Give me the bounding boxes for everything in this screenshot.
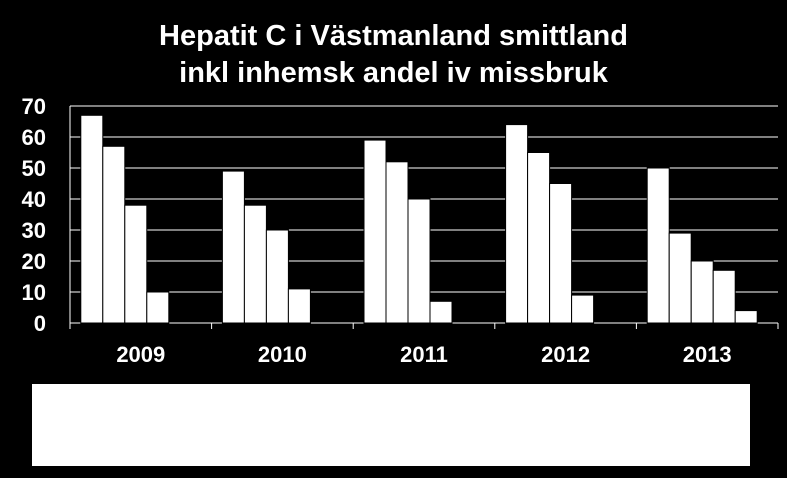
bar — [429, 300, 453, 324]
y-tick-label: 20 — [22, 249, 46, 274]
chart-title: Hepatit C i Västmanland smittland inkl i… — [0, 18, 787, 92]
x-tick-label: 2011 — [400, 342, 448, 367]
bar — [221, 170, 245, 324]
bar — [527, 152, 551, 324]
bar — [124, 204, 148, 324]
y-tick-label: 10 — [22, 280, 46, 305]
bar — [80, 114, 104, 324]
bar — [505, 124, 529, 324]
y-tick-label: 30 — [22, 218, 46, 243]
x-tick-label: 2013 — [683, 342, 732, 367]
bar — [102, 145, 126, 324]
bar — [407, 198, 431, 324]
y-tick-label: 40 — [22, 187, 46, 212]
y-tick-label: 50 — [22, 156, 46, 181]
bar — [571, 294, 595, 324]
bar — [712, 269, 736, 324]
bar — [549, 183, 573, 324]
bar — [668, 232, 692, 324]
chart-title-line-2: inkl inhemsk andel iv missbruk — [179, 57, 608, 89]
bar — [734, 310, 758, 324]
x-tick-label: 2012 — [541, 342, 590, 367]
y-tick-label: 60 — [22, 125, 46, 150]
x-tick-label: 2010 — [258, 342, 307, 367]
bar — [690, 260, 714, 324]
y-tick-label: 70 — [22, 94, 46, 119]
y-tick-label: 0 — [34, 311, 46, 336]
bar — [363, 139, 387, 324]
legend-area — [32, 384, 750, 466]
chart-title-line-1: Hepatit C i Västmanland smittland — [159, 20, 628, 52]
bar — [385, 161, 409, 324]
bar — [265, 229, 289, 324]
bar — [646, 167, 670, 324]
bar — [287, 288, 311, 324]
bar — [146, 291, 170, 324]
x-tick-label: 2009 — [116, 342, 165, 367]
bar — [243, 204, 267, 324]
